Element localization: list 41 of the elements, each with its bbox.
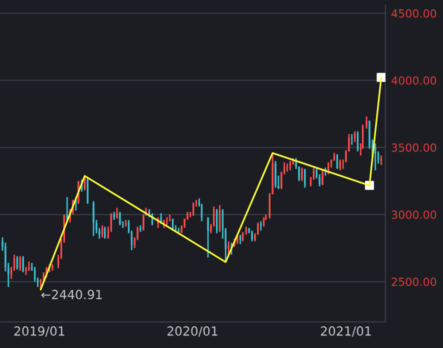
y-tick-label: 3000.00 <box>392 210 436 219</box>
y-tick-label: 4500.00 <box>392 9 436 18</box>
candlestick <box>140 224 142 233</box>
candlestick <box>101 224 104 238</box>
candlestick <box>119 211 121 226</box>
candlestick <box>324 166 326 176</box>
candlestick <box>286 162 288 172</box>
candlestick <box>260 220 262 232</box>
candlestick <box>228 240 230 256</box>
candlestick <box>366 116 368 130</box>
candlestick <box>28 260 30 272</box>
x-tick-label: 2019/01 <box>14 326 64 337</box>
candlestick <box>339 158 341 171</box>
annotation: ←2440.91 <box>41 290 102 300</box>
candlestick <box>16 255 18 270</box>
x-tick-label: 2020/01 <box>167 326 218 337</box>
candlestick <box>207 216 209 258</box>
candlestick <box>304 168 306 188</box>
candlestick <box>52 264 54 272</box>
candlestick <box>354 130 356 143</box>
candlestick <box>116 207 118 220</box>
candlestick <box>22 255 24 273</box>
x-tick-label: 2021/01 <box>320 326 371 337</box>
candlestick <box>251 230 253 242</box>
candlestick <box>274 160 276 188</box>
y-tick-label: 4000.00 <box>392 76 436 85</box>
candlestick <box>336 153 338 170</box>
candlestick <box>262 216 265 228</box>
candlestick <box>301 166 303 182</box>
candlestick <box>163 219 165 229</box>
candlestick <box>192 202 194 217</box>
candlestick <box>374 142 376 171</box>
y-tick-label: 3500.00 <box>392 143 436 152</box>
candlestick <box>19 255 21 272</box>
candlestick <box>104 226 106 240</box>
candlestick <box>92 200 94 237</box>
y-tick-label: 2500.00 <box>392 278 436 286</box>
candlestick <box>178 227 180 234</box>
candlestick <box>166 216 168 226</box>
candlestick <box>322 170 324 186</box>
candlestick <box>113 211 115 221</box>
